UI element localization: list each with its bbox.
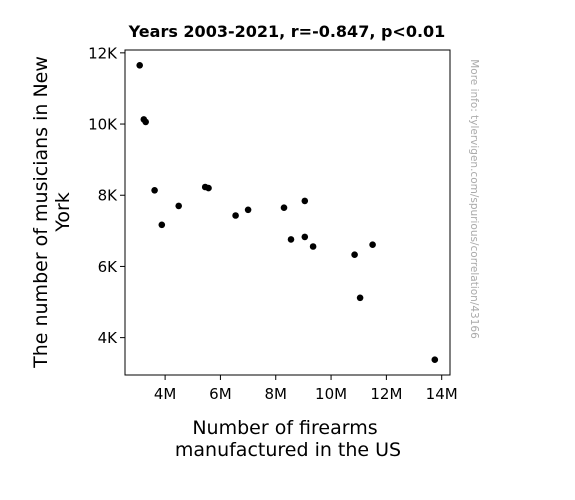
data-point-12 <box>287 236 295 243</box>
x-tick-label-1: 4M <box>154 385 177 403</box>
y-axis-label: The number of musicians in New <box>30 56 52 369</box>
x-tick-label-2: 6M <box>209 385 232 403</box>
x-tick-label-6: 14M <box>426 385 458 403</box>
y-axis-ticks: 4K 6K 8K 10K 12K <box>88 44 125 347</box>
data-point-19 <box>431 356 439 364</box>
chart-title: Years 2003-2021, r=-0.847, p<0.01 <box>128 22 446 41</box>
x-tick-label-5: 12M <box>370 385 402 403</box>
y-axis-label-line-1: The number of musicians in New <box>30 56 52 369</box>
data-point-4 <box>151 187 158 194</box>
y-tick-label-5: 12K <box>88 44 118 62</box>
data-point-13 <box>301 197 309 205</box>
x-axis-ticks: 4M 6M 8M 10M 12M 14M <box>154 375 458 403</box>
data-point-6 <box>175 202 182 210</box>
watermark: More info: tylervigen.com/spurious/corre… <box>468 59 480 339</box>
data-points <box>136 62 439 364</box>
y-axis-label-2: York <box>52 192 74 233</box>
y-tick-label-1: 4K <box>98 329 119 347</box>
data-point-14 <box>301 233 309 241</box>
data-point-18 <box>369 241 376 248</box>
data-point-17 <box>356 294 364 302</box>
data-point-15 <box>309 243 317 250</box>
y-tick-label-2: 6K <box>98 258 119 276</box>
y-tick-label-4: 10K <box>88 116 118 134</box>
x-tick-label-3: 8M <box>264 385 287 403</box>
data-point-1 <box>136 62 143 69</box>
data-point-10 <box>244 206 252 214</box>
plot-frame <box>124 49 451 376</box>
x-tick-label-4: 10M <box>315 385 347 403</box>
data-point-16 <box>351 251 358 258</box>
x-axis-label-line-1: Number of firearms <box>192 417 377 439</box>
data-point-8 <box>205 184 212 192</box>
data-point-9 <box>232 212 239 219</box>
x-axis-label-line-2: manufactured in the US <box>175 439 401 461</box>
data-point-5 <box>158 221 166 229</box>
data-point-3 <box>142 118 149 126</box>
data-point-11 <box>280 204 288 211</box>
x-axis-label: Number of firearms manufactured in the U… <box>175 417 401 461</box>
y-tick-label-3: 8K <box>98 187 119 205</box>
